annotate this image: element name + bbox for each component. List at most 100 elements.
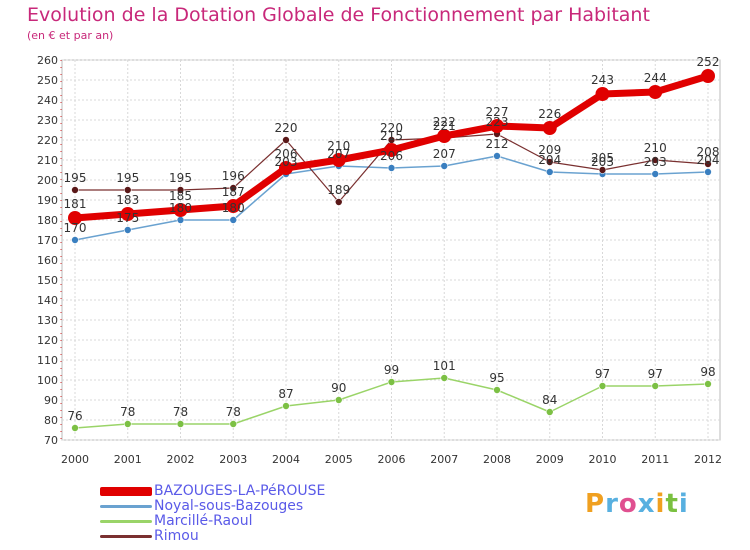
data-label: 210 bbox=[327, 139, 350, 153]
x-tick-label: 2006 bbox=[378, 453, 406, 466]
data-label: 208 bbox=[697, 145, 720, 159]
y-tick-label: 180 bbox=[37, 214, 58, 227]
data-label: 207 bbox=[433, 147, 456, 161]
legend-label: Rimou bbox=[154, 528, 199, 544]
legend-swatch bbox=[100, 505, 152, 508]
data-label: 209 bbox=[538, 143, 561, 157]
data-point bbox=[648, 85, 663, 99]
data-point bbox=[598, 166, 607, 174]
data-point bbox=[545, 158, 554, 166]
data-point bbox=[437, 129, 452, 143]
data-label: 98 bbox=[700, 365, 715, 379]
legend-label: BAZOUGES-LA-PéROUSE bbox=[154, 483, 326, 499]
data-label: 187 bbox=[222, 185, 245, 199]
logo-letter: x bbox=[637, 489, 656, 519]
data-point bbox=[651, 170, 660, 178]
data-point bbox=[229, 420, 238, 428]
data-point bbox=[334, 396, 343, 404]
logo-letter: P bbox=[585, 489, 606, 519]
y-tick-label: 70 bbox=[44, 434, 58, 447]
logo-letter: t bbox=[665, 489, 679, 519]
data-point bbox=[493, 386, 501, 394]
data-point bbox=[226, 199, 241, 213]
data-label: 243 bbox=[591, 73, 614, 87]
logo-letter: o bbox=[618, 489, 638, 519]
data-label: 203 bbox=[275, 155, 298, 169]
data-point bbox=[595, 87, 610, 101]
data-point bbox=[490, 119, 504, 133]
data-label: 90 bbox=[331, 381, 346, 395]
data-point bbox=[176, 216, 185, 224]
data-point bbox=[331, 153, 346, 167]
y-tick-label: 250 bbox=[37, 74, 58, 87]
data-label: 101 bbox=[433, 359, 456, 373]
data-label: 210 bbox=[644, 141, 667, 155]
data-label: 221 bbox=[433, 119, 456, 133]
data-label: 185 bbox=[169, 189, 192, 203]
data-label: 204 bbox=[697, 153, 720, 167]
y-tick-label: 240 bbox=[37, 94, 58, 107]
y-tick-label: 190 bbox=[37, 194, 58, 207]
data-label: 189 bbox=[327, 183, 350, 197]
data-label: 181 bbox=[64, 197, 87, 211]
y-tick-label: 140 bbox=[37, 294, 58, 307]
data-point bbox=[68, 211, 82, 225]
data-point bbox=[384, 143, 399, 157]
page-title: Evolution de la Dotation Globale de Fonc… bbox=[27, 4, 650, 26]
x-tick-label: 2012 bbox=[694, 453, 722, 466]
x-tick-label: 2009 bbox=[536, 453, 564, 466]
data-label: 205 bbox=[591, 151, 614, 165]
x-tick-label: 2008 bbox=[483, 453, 511, 466]
data-point bbox=[651, 382, 660, 390]
data-label: 204 bbox=[538, 153, 561, 167]
data-point bbox=[176, 186, 185, 194]
data-point bbox=[229, 184, 238, 192]
data-label: 252 bbox=[697, 55, 720, 69]
data-label: 195 bbox=[116, 171, 139, 185]
data-label: 215 bbox=[380, 129, 403, 143]
data-point bbox=[71, 236, 79, 244]
legend-swatch bbox=[100, 535, 152, 538]
data-label: 222 bbox=[433, 115, 456, 129]
logo-letter: r bbox=[605, 489, 619, 519]
data-label: 175 bbox=[116, 211, 139, 225]
data-point bbox=[71, 424, 79, 432]
data-point bbox=[123, 186, 132, 194]
data-label: 97 bbox=[648, 367, 663, 381]
data-point bbox=[123, 226, 132, 234]
logo-letter: i bbox=[678, 489, 689, 519]
legend-label: Marcillé-Raoul bbox=[154, 513, 253, 529]
data-point bbox=[282, 402, 290, 410]
data-label: 87 bbox=[278, 387, 293, 401]
y-tick-label: 150 bbox=[37, 274, 58, 287]
x-tick-label: 2007 bbox=[430, 453, 458, 466]
data-label: 196 bbox=[222, 169, 245, 183]
data-label: 227 bbox=[486, 105, 509, 119]
y-tick-label: 110 bbox=[37, 354, 58, 367]
y-tick-label: 220 bbox=[37, 134, 58, 147]
data-point bbox=[704, 168, 712, 176]
data-label: 180 bbox=[169, 201, 192, 215]
data-label: 84 bbox=[542, 393, 557, 407]
y-tick-label: 160 bbox=[37, 254, 58, 267]
data-point bbox=[701, 69, 715, 83]
y-tick-label: 210 bbox=[37, 154, 58, 167]
data-point bbox=[704, 380, 712, 388]
data-label: 97 bbox=[595, 367, 610, 381]
data-label: 78 bbox=[120, 405, 135, 419]
data-point bbox=[173, 203, 188, 217]
y-tick-label: 100 bbox=[37, 374, 58, 387]
data-label: 76 bbox=[67, 409, 82, 423]
data-point bbox=[120, 207, 135, 221]
legend-swatch bbox=[100, 487, 152, 496]
y-tick-label: 200 bbox=[37, 174, 58, 187]
x-tick-label: 2010 bbox=[589, 453, 617, 466]
x-tick-label: 2002 bbox=[167, 453, 195, 466]
data-point bbox=[598, 382, 607, 390]
x-tick-label: 2011 bbox=[641, 453, 669, 466]
data-point bbox=[545, 168, 554, 176]
data-label: 170 bbox=[64, 221, 87, 235]
data-label: 78 bbox=[173, 405, 188, 419]
data-label: 207 bbox=[327, 147, 350, 161]
